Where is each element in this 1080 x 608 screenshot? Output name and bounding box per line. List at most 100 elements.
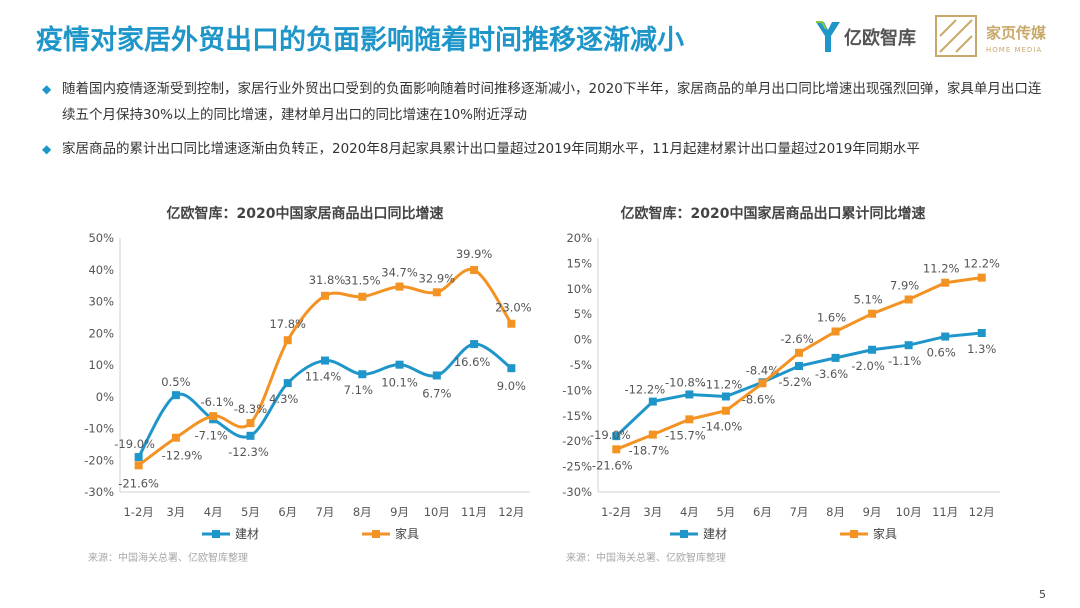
y-tick-label: -10%	[562, 383, 592, 397]
legend-marker-家具	[372, 530, 380, 538]
home-logo-sub: HOME MEDIA	[986, 46, 1042, 54]
data-label-建材: -7.1%	[194, 428, 227, 442]
legend-label: 家具	[395, 526, 419, 541]
y-tick-label: 0%	[96, 390, 114, 404]
data-point-建材	[721, 392, 730, 401]
data-label-家具: 39.9%	[456, 247, 493, 261]
data-point-建材	[795, 362, 803, 371]
x-tick-label: 4月	[204, 505, 223, 519]
x-tick-label: 12月	[498, 505, 524, 519]
y-tick-label: -25%	[562, 460, 592, 474]
data-point-建材	[171, 391, 180, 400]
data-point-建材	[470, 340, 479, 349]
data-label-家具: 7.9%	[890, 278, 919, 292]
y-tick-label: 0%	[574, 333, 592, 347]
data-label-建材: 9.0%	[497, 379, 526, 393]
data-point-建材	[507, 364, 516, 373]
x-tick-label: 5月	[716, 505, 735, 519]
data-point-家具	[358, 292, 367, 301]
data-point-家具	[795, 348, 803, 357]
data-label-建材: -1.1%	[888, 354, 921, 368]
chart-title: 亿欧智库：2020中国家居商品出口同比增速	[167, 205, 444, 222]
data-label-家具: -15.7%	[665, 428, 706, 442]
data-label-家具: 31.8%	[309, 273, 346, 287]
data-point-家具	[758, 379, 767, 388]
y-tick-label: 20%	[566, 231, 592, 245]
page-title: 疫情对家居外贸出口的负面影响随着时间推移逐渐减小	[36, 25, 684, 56]
data-label-建材: -11.2%	[702, 377, 743, 391]
x-tick-label: 12月	[969, 505, 995, 519]
home-media-logo-icon	[935, 15, 977, 57]
y-tick-label: -20%	[84, 453, 114, 467]
data-point-建材	[358, 370, 367, 379]
y-tick-label: 30%	[88, 295, 114, 309]
x-tick-label: 6月	[753, 505, 772, 519]
data-point-家具	[648, 430, 657, 439]
x-tick-label: 1-2月	[123, 505, 153, 519]
yiou-logo-icon	[816, 21, 840, 52]
x-tick-label: 10月	[896, 505, 922, 519]
data-label-家具: 11.2%	[923, 262, 960, 276]
chart-title: 亿欧智库：2020中国家居商品出口累计同比增速	[621, 205, 926, 222]
y-tick-label: 10%	[88, 358, 114, 372]
legend-marker-家具	[850, 530, 858, 538]
data-label-建材: -19.0%	[590, 428, 631, 442]
x-tick-label: 8月	[826, 505, 845, 519]
data-point-家具	[507, 319, 516, 328]
data-label-家具: -14.0%	[702, 420, 743, 434]
data-label-建材: -2.0%	[851, 359, 884, 373]
y-tick-label: 40%	[88, 263, 114, 277]
yiou-logo: 亿欧智库	[816, 21, 916, 52]
data-label-家具: 31.5%	[344, 274, 381, 288]
data-point-建材	[648, 397, 657, 406]
source-note-left: 来源：中国海关总署、亿欧智库整理	[88, 553, 248, 564]
x-tick-label: 11月	[461, 505, 487, 519]
page-number: 5	[1039, 588, 1046, 601]
x-tick-label: 9月	[390, 505, 409, 519]
data-point-家具	[977, 273, 986, 282]
data-point-建材	[321, 356, 329, 365]
data-label-建材: -8.4%	[746, 363, 779, 377]
data-label-家具: 34.7%	[381, 266, 418, 280]
data-point-家具	[171, 433, 180, 442]
data-label-建材: -12.2%	[624, 383, 665, 397]
y-tick-label: -30%	[84, 485, 114, 499]
data-point-建材	[432, 371, 441, 380]
data-label-建材: 1.3%	[967, 342, 996, 356]
data-label-家具: 23.0%	[495, 301, 532, 315]
data-point-家具	[283, 336, 292, 345]
source-note-right: 来源：中国海关总署、亿欧智库整理	[566, 553, 726, 564]
data-label-建材: 0.5%	[161, 375, 190, 389]
data-point-家具	[134, 461, 143, 470]
legend-label: 建材	[235, 527, 259, 541]
y-tick-label: 15%	[566, 256, 592, 270]
data-label-建材: 16.6%	[454, 355, 491, 369]
y-tick-label: 10%	[566, 282, 592, 296]
y-tick-label: -30%	[562, 485, 592, 499]
data-point-家具	[685, 415, 694, 424]
data-label-家具: 5.1%	[853, 293, 882, 307]
data-point-建材	[685, 390, 694, 399]
legend-marker-建材	[680, 530, 688, 538]
data-label-建材: -5.2%	[778, 375, 811, 389]
data-point-建材	[831, 353, 840, 362]
data-label-家具: -21.6%	[592, 458, 633, 472]
data-point-家具	[432, 288, 441, 297]
data-label-家具: -8.3%	[234, 402, 267, 416]
x-tick-label: 5月	[241, 505, 260, 519]
bullet-list: ◆ 随着国内疫情逐渐受到控制，家居行业外贸出口受到的负面影响随着时间推移逐渐减小…	[42, 76, 1052, 170]
y-tick-label: -20%	[562, 434, 592, 448]
data-label-家具: -21.6%	[118, 476, 159, 490]
data-label-建材: -10.8%	[665, 375, 706, 389]
y-tick-label: 20%	[88, 326, 114, 340]
data-point-家具	[904, 295, 913, 304]
data-point-家具	[721, 406, 730, 415]
data-point-家具	[246, 419, 255, 428]
data-point-家具	[612, 445, 621, 454]
data-point-家具	[941, 278, 950, 287]
data-label-建材: -3.6%	[815, 367, 848, 381]
data-label-家具: 17.8%	[269, 317, 306, 331]
x-tick-label: 11月	[932, 505, 958, 519]
diamond-bullet-icon: ◆	[42, 142, 52, 156]
data-point-建材	[283, 379, 292, 388]
